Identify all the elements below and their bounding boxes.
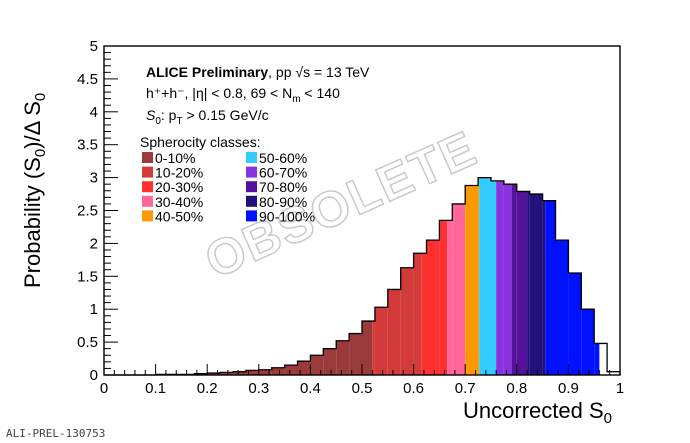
legend: 0-10%10-20%20-30%30-40%40-50% 50-60%60-70…: [142, 150, 315, 224]
x-tick-label: 0.5: [352, 380, 373, 397]
info-line-3: S0: pT > 0.15 GeV/c: [146, 107, 269, 127]
histogram-bar: [258, 369, 272, 375]
histogram-bar: [581, 309, 595, 375]
legend-label: 10-20%: [155, 165, 203, 181]
histogram-bar: [555, 240, 569, 375]
histogram-bar: [491, 180, 497, 375]
y-tick-label: 3: [90, 170, 98, 187]
x-tick-label: 0.1: [145, 380, 166, 397]
y-axis-title: Probability (S0)/Δ S0: [20, 93, 49, 288]
histogram-bar: [452, 203, 466, 375]
legend-label: 40-50%: [155, 208, 203, 224]
histogram-bar: [527, 191, 530, 375]
y-tick-label: 0.5: [77, 334, 98, 351]
legend-label: 80-90%: [259, 194, 307, 210]
y-tick-label: 4.5: [77, 71, 98, 88]
histogram-bar: [323, 348, 337, 375]
legend-label: 50-60%: [259, 150, 307, 166]
histogram-bar: [207, 373, 221, 375]
x-tick-label: 0.4: [300, 380, 321, 397]
x-axis-title: Uncorrected S0: [463, 398, 612, 427]
y-tick-label: 5: [90, 38, 98, 55]
histogram-bar: [421, 253, 427, 375]
histogram-bar: [568, 273, 582, 375]
x-tick-label: 0.3: [248, 380, 269, 397]
histogram-bar: [426, 240, 440, 375]
y-tick-label: 0: [90, 367, 98, 384]
histogram-bar: [336, 340, 350, 375]
histogram-bar: [413, 253, 422, 375]
legend-title: Spherocity classes:: [140, 134, 261, 150]
histogram-bar: [233, 371, 246, 375]
legend-swatch: [142, 195, 153, 207]
histogram-bar: [387, 289, 401, 375]
histogram-bar: [529, 194, 543, 375]
histogram-bar: [349, 333, 362, 375]
x-tick-label: 1: [616, 380, 624, 397]
histogram-bar: [478, 177, 480, 375]
legend-swatch: [142, 166, 153, 178]
histogram-bar: [374, 307, 388, 375]
x-tick-label: 0.7: [455, 380, 476, 397]
legend-swatch: [246, 181, 257, 193]
histogram-bar: [284, 365, 298, 375]
histogram-bar: [297, 361, 311, 375]
legend-swatch: [246, 152, 257, 163]
x-tick-label: 0.6: [403, 380, 424, 397]
legend-swatch: [246, 210, 257, 222]
y-tick-label: 3.5: [77, 137, 98, 154]
histogram-bar: [372, 321, 375, 375]
histogram-bar: [245, 370, 259, 375]
histogram-bar: [511, 184, 517, 375]
legend-swatch: [142, 152, 153, 163]
info-line-2: h⁺+h⁻, |η| < 0.8, 69 < Nm < 140: [146, 85, 340, 105]
histogram-bar: [447, 220, 453, 375]
histogram-bar: [400, 267, 414, 375]
histogram-bar: [516, 191, 528, 375]
legend-label: 70-80%: [259, 179, 307, 195]
legend-swatch: [142, 210, 153, 222]
histogram-bar: [220, 372, 233, 375]
y-tick-label: 2: [90, 235, 98, 252]
histogram-bar: [439, 220, 448, 375]
x-tick-label: 0.8: [506, 380, 527, 397]
histogram-bar: [594, 343, 600, 375]
y-tick-label: 1.5: [77, 268, 98, 285]
x-tick-label: 0.2: [197, 380, 218, 397]
figure-id-label: ALI-PREL-130753: [6, 427, 105, 440]
histogram-bar: [496, 180, 504, 375]
info-line-1: ALICE Preliminary, pp √s = 13 TeV: [146, 64, 370, 80]
x-tick-label: 0.9: [558, 380, 579, 397]
legend-label: 90-100%: [259, 208, 315, 224]
legend-swatch: [142, 181, 153, 193]
y-tick-label: 1: [90, 301, 98, 318]
histogram-bar: [271, 367, 285, 375]
histogram-outline: [104, 176, 621, 376]
y-tick-label: 2.5: [77, 203, 98, 220]
legend-label: 20-30%: [155, 179, 203, 195]
legend-label: 30-40%: [155, 194, 203, 210]
x-tick-label: 0: [100, 380, 108, 397]
histogram-bar: [465, 185, 479, 375]
y-tick-label: 4: [90, 104, 98, 121]
legend-swatch: [246, 195, 257, 207]
histogram-bar: [479, 177, 491, 375]
legend-swatch: [246, 166, 257, 178]
histogram-bar: [310, 355, 324, 375]
legend-label: 60-70%: [259, 165, 307, 181]
legend-label: 0-10%: [155, 150, 195, 166]
histogram-bar: [545, 200, 556, 375]
histogram-bar: [362, 321, 373, 375]
histogram-bar: [503, 184, 512, 375]
histogram-bar: [542, 200, 546, 375]
